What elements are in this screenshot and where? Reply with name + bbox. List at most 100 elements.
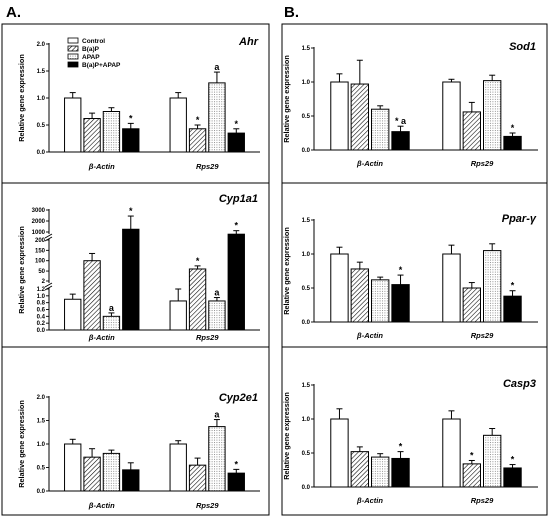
legend-label-apap: APAP <box>82 54 100 61</box>
bar-apap-bactin <box>371 279 390 323</box>
bar-apap-bactin <box>371 108 390 151</box>
y-tick-label: 2.0 <box>37 395 46 401</box>
x-category-label: Rps29 <box>471 331 494 340</box>
bar-b-a-p-apap-rps29 <box>503 135 522 151</box>
bar-b-a-p-bactin <box>83 260 101 331</box>
y-tick-label: 150 <box>35 248 46 254</box>
significance-mark: * <box>470 450 474 460</box>
x-category-label: β-Actin <box>88 501 115 510</box>
bar-b-a-p-bactin <box>83 118 101 153</box>
significance-mark: * <box>196 256 200 266</box>
bar-control-rps29 <box>169 443 187 492</box>
panel-label-b: B. <box>284 4 299 21</box>
x-category-label: Rps29 <box>471 496 494 505</box>
y-tick-label: 1.0 <box>37 294 46 300</box>
legend-swatch-control <box>67 37 79 44</box>
bar-b-a-p-apap-rps29 <box>503 295 522 323</box>
y-tick-label: 1.5 <box>37 69 46 75</box>
significance-mark: * <box>511 455 515 465</box>
y-tick-label: 0.2 <box>37 321 46 327</box>
bar-apap-rps29 <box>483 80 502 151</box>
significance-mark: a <box>109 303 115 313</box>
significance-mark: * <box>235 119 239 129</box>
x-category-label: β-Actin <box>88 333 115 342</box>
bar-apap-bactin <box>371 456 390 488</box>
bar-apap-bactin <box>102 452 121 492</box>
bar-b-a-p-rps29 <box>462 463 482 488</box>
chart-title: Casp3 <box>503 378 536 390</box>
y-tick-label: 1.5 <box>302 383 311 389</box>
y-tick-label: 0.0 <box>302 320 311 326</box>
y-tick-label: 0.0 <box>37 489 46 495</box>
bar-b-a-p-apap-rps29 <box>227 132 245 153</box>
bar-b-a-p-apap-bactin <box>122 128 140 153</box>
y-tick-label: 0.0 <box>37 150 46 156</box>
bar-control-rps29 <box>442 253 461 323</box>
chart-title: Ppar-γ <box>502 213 537 225</box>
y-tick-label: 2 <box>42 279 46 285</box>
bar-b-a-p-bactin <box>350 451 370 488</box>
y-tick-label: 1.0 <box>37 442 46 448</box>
bar-control-bactin <box>330 81 349 151</box>
bar-control-rps29 <box>442 81 461 151</box>
y-tick-label: 2.0 <box>37 42 46 48</box>
bar-b-a-p-apap-bactin <box>391 131 410 151</box>
bar-control-rps29 <box>442 418 461 488</box>
panel-frame-casp3 <box>281 346 548 516</box>
y-tick-label: 0.0 <box>302 148 311 154</box>
bar-apap-rps29 <box>208 300 226 331</box>
x-category-label: Rps29 <box>196 333 219 342</box>
y-tick-label: 0.5 <box>302 286 311 292</box>
bar-apap-rps29 <box>208 426 226 492</box>
x-category-label: β-Actin <box>356 159 383 168</box>
significance-mark: * <box>129 206 133 216</box>
bar-b-a-p-apap-bactin <box>122 469 140 492</box>
legend-swatch-apap <box>67 53 79 60</box>
significance-mark: * <box>196 115 200 125</box>
x-category-label: β-Actin <box>356 496 383 505</box>
legend-label-bap-apap: B(a)P+APAP <box>82 62 121 69</box>
bar-apap-rps29 <box>483 250 502 323</box>
bar-apap-rps29 <box>483 434 502 488</box>
x-category-label: Rps29 <box>196 501 219 510</box>
y-tick-label: 0.5 <box>302 114 311 120</box>
y-tick-label: 0.5 <box>37 466 46 472</box>
bar-b-a-p-rps29 <box>462 111 482 151</box>
legend: Control B(a)P APAP B(a)P+APAP <box>67 37 121 69</box>
x-category-label: Rps29 <box>471 159 494 168</box>
significance-mark: * <box>399 442 403 452</box>
y-axis-label: Relative gene expression <box>17 226 26 314</box>
bar-apap-bactin <box>102 111 121 153</box>
bar-control-rps29 <box>169 97 187 153</box>
significance-mark: * <box>511 281 515 291</box>
significance-mark: a <box>214 410 220 420</box>
y-tick-label: 0.5 <box>37 123 46 129</box>
significance-mark: * a <box>395 116 407 126</box>
bar-control-bactin <box>64 97 82 153</box>
chart-title: Cyp1a1 <box>219 193 258 205</box>
panel-frame-sod1 <box>281 23 548 184</box>
y-tick-label: 1.0 <box>302 417 311 423</box>
bar-apap-rps29 <box>208 82 226 153</box>
y-tick-label: 3000 <box>32 208 46 214</box>
bar-b-a-p-rps29 <box>462 287 482 323</box>
y-axis-label: Relative gene expression <box>282 55 291 143</box>
x-category-label: β-Actin <box>356 331 383 340</box>
significance-mark: * <box>129 113 133 123</box>
chart-title: Cyp2e1 <box>219 392 258 404</box>
y-tick-label: 0.0 <box>302 485 311 491</box>
bar-b-a-p-apap-rps29 <box>227 233 245 331</box>
y-tick-label: 0.8 <box>37 301 46 307</box>
significance-mark: * <box>399 265 403 275</box>
y-tick-label: 1.2 <box>37 287 46 293</box>
y-tick-label: 1.5 <box>302 46 311 52</box>
axis-break-mark <box>44 233 53 239</box>
y-tick-label: 1.0 <box>37 96 46 102</box>
bar-b-a-p-apap-bactin <box>391 284 410 323</box>
y-tick-label: 0.6 <box>37 308 46 314</box>
legend-label-bap: B(a)P <box>82 46 100 53</box>
x-category-label: β-Actin <box>88 162 115 171</box>
bar-control-bactin <box>64 443 82 492</box>
y-tick-label: 1.0 <box>302 252 311 258</box>
significance-mark: * <box>511 123 515 133</box>
